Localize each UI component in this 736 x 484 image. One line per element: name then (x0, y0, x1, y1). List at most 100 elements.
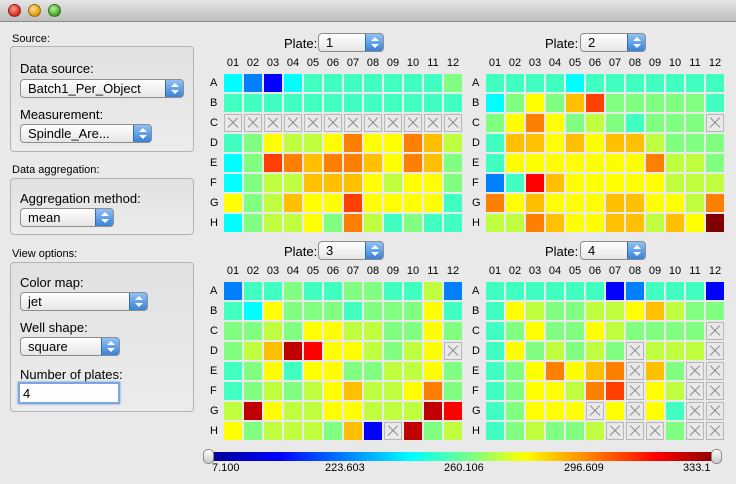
well[interactable] (626, 114, 644, 132)
well[interactable] (384, 302, 402, 320)
well[interactable] (546, 422, 564, 440)
well[interactable] (264, 322, 282, 340)
well[interactable] (486, 74, 504, 92)
well[interactable] (364, 94, 382, 112)
empty-well[interactable] (444, 342, 462, 360)
well[interactable] (284, 282, 302, 300)
well[interactable] (686, 154, 704, 172)
empty-well[interactable] (706, 342, 724, 360)
well[interactable] (404, 342, 422, 360)
well[interactable] (666, 282, 684, 300)
well[interactable] (666, 362, 684, 380)
well[interactable] (384, 94, 402, 112)
empty-well[interactable] (264, 114, 282, 132)
well[interactable] (526, 362, 544, 380)
well[interactable] (626, 214, 644, 232)
well[interactable] (606, 302, 624, 320)
well[interactable] (244, 282, 262, 300)
well[interactable] (344, 422, 362, 440)
well[interactable] (364, 282, 382, 300)
well[interactable] (486, 402, 504, 420)
well[interactable] (706, 154, 724, 172)
well[interactable] (444, 382, 462, 400)
well[interactable] (444, 362, 462, 380)
well[interactable] (606, 194, 624, 212)
well[interactable] (526, 94, 544, 112)
well[interactable] (626, 282, 644, 300)
well[interactable] (546, 362, 564, 380)
well[interactable] (304, 174, 322, 192)
well[interactable] (586, 94, 604, 112)
well[interactable] (284, 362, 302, 380)
well[interactable] (546, 322, 564, 340)
well[interactable] (486, 134, 504, 152)
well[interactable] (646, 322, 664, 340)
well[interactable] (224, 154, 242, 172)
well[interactable] (666, 342, 684, 360)
minimize-window-button[interactable] (28, 4, 41, 17)
well[interactable] (586, 342, 604, 360)
well[interactable] (686, 94, 704, 112)
well[interactable] (264, 74, 282, 92)
well[interactable] (666, 114, 684, 132)
well[interactable] (284, 134, 302, 152)
well[interactable] (526, 194, 544, 212)
well[interactable] (444, 194, 462, 212)
zoom-window-button[interactable] (48, 4, 61, 17)
well[interactable] (344, 402, 362, 420)
well[interactable] (344, 282, 362, 300)
well[interactable] (444, 174, 462, 192)
empty-well[interactable] (626, 342, 644, 360)
well[interactable] (444, 134, 462, 152)
well[interactable] (384, 342, 402, 360)
plate-select-2[interactable]: 2 (580, 33, 646, 52)
well[interactable] (344, 342, 362, 360)
well[interactable] (244, 154, 262, 172)
well[interactable] (606, 382, 624, 400)
well[interactable] (304, 282, 322, 300)
well[interactable] (486, 382, 504, 400)
well[interactable] (606, 214, 624, 232)
well[interactable] (486, 342, 504, 360)
well[interactable] (264, 422, 282, 440)
well[interactable] (566, 134, 584, 152)
well[interactable] (424, 422, 442, 440)
well[interactable] (264, 174, 282, 192)
well-shape-select[interactable]: square (20, 337, 120, 356)
plate-select-3[interactable]: 3 (318, 241, 384, 260)
well[interactable] (324, 422, 342, 440)
well[interactable] (486, 214, 504, 232)
well[interactable] (666, 302, 684, 320)
well[interactable] (424, 322, 442, 340)
well[interactable] (666, 382, 684, 400)
well[interactable] (264, 282, 282, 300)
well[interactable] (444, 402, 462, 420)
well[interactable] (264, 342, 282, 360)
well[interactable] (586, 214, 604, 232)
well[interactable] (586, 194, 604, 212)
well[interactable] (224, 402, 242, 420)
well[interactable] (646, 134, 664, 152)
well[interactable] (606, 114, 624, 132)
well[interactable] (506, 174, 524, 192)
well[interactable] (404, 382, 422, 400)
well[interactable] (486, 154, 504, 172)
well[interactable] (586, 74, 604, 92)
well[interactable] (424, 402, 442, 420)
well[interactable] (506, 114, 524, 132)
well[interactable] (706, 134, 724, 152)
well[interactable] (344, 154, 362, 172)
well[interactable] (506, 322, 524, 340)
empty-well[interactable] (626, 382, 644, 400)
empty-well[interactable] (284, 114, 302, 132)
well[interactable] (244, 342, 262, 360)
well[interactable] (486, 94, 504, 112)
well[interactable] (224, 194, 242, 212)
well[interactable] (424, 94, 442, 112)
well[interactable] (546, 302, 564, 320)
well[interactable] (304, 382, 322, 400)
well[interactable] (244, 302, 262, 320)
empty-well[interactable] (364, 114, 382, 132)
well[interactable] (264, 94, 282, 112)
well[interactable] (526, 322, 544, 340)
